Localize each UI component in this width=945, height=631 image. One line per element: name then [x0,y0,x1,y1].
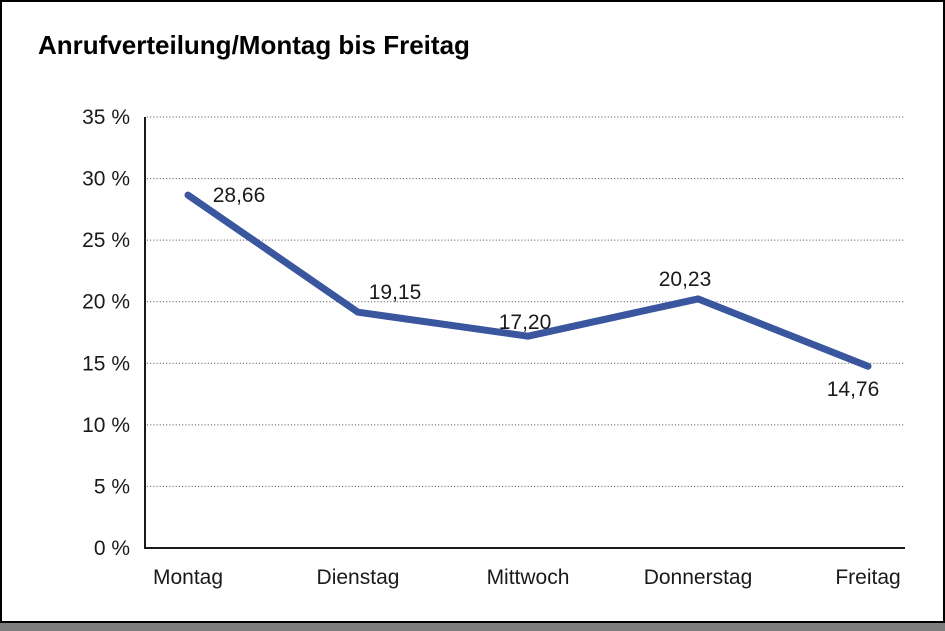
x-category-label: Mittwoch [487,566,570,589]
y-tick-label: 15 % [82,352,130,375]
x-category-label: Freitag [835,566,900,589]
x-category-label: Donnerstag [644,566,753,589]
x-category-label: Montag [153,566,223,589]
y-tick-label: 35 % [82,106,130,129]
data-value-label: 20,23 [659,268,712,291]
y-tick-label: 25 % [82,229,130,252]
data-value-label: 19,15 [369,281,422,304]
y-tick-label: 10 % [82,414,130,437]
y-tick-label: 0 % [94,537,130,560]
data-value-label: 14,76 [827,378,880,401]
data-value-label: 28,66 [213,184,266,207]
y-tick-label: 20 % [82,291,130,314]
bottom-shadow-strip [0,623,945,631]
x-category-label: Dienstag [317,566,400,589]
y-tick-label: 5 % [94,475,130,498]
y-tick-label: 30 % [82,168,130,191]
data-value-label: 17,20 [499,311,552,334]
data-line [184,191,872,370]
chart-title: Anrufverteilung/Montag bis Freitag [38,30,470,60]
